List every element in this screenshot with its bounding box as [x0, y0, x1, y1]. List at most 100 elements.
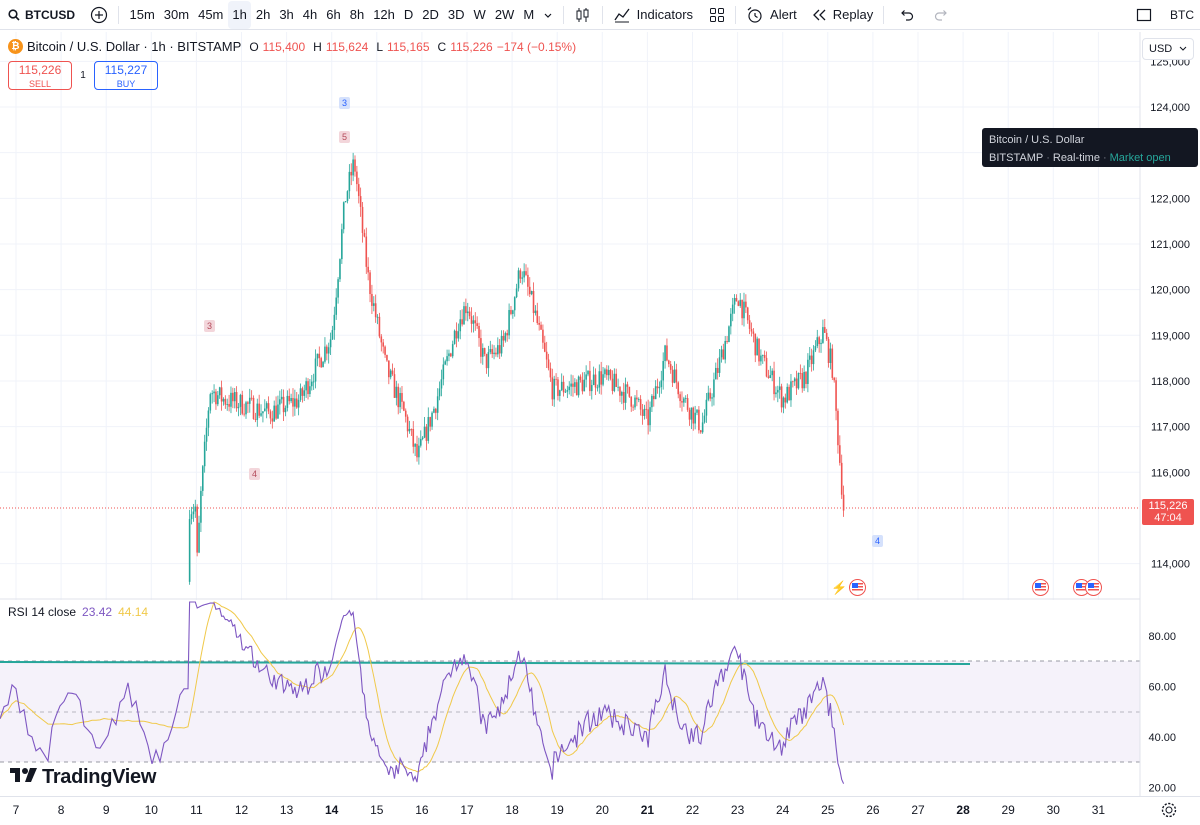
replay-button[interactable]: Replay	[807, 1, 877, 29]
redo-button[interactable]	[930, 1, 954, 29]
candle-body	[746, 307, 749, 321]
last-price-value: 115,226	[1148, 500, 1188, 512]
price-chart[interactable]: 125,000124,000123,000122,000121,000120,0…	[0, 32, 1200, 600]
interval-w-button[interactable]: W	[473, 7, 486, 22]
wave-marker[interactable]: 4	[872, 535, 883, 547]
close-label: C	[437, 39, 447, 54]
lightning-event-icon[interactable]: ⚡	[831, 580, 848, 595]
candle-body	[472, 320, 475, 324]
interval-dropdown-button[interactable]	[539, 1, 557, 29]
candle-body	[279, 399, 281, 405]
sell-button[interactable]: 115,226 SELL	[8, 61, 72, 90]
buy-button[interactable]: 115,227 BUY	[94, 61, 158, 90]
candle-body	[634, 397, 636, 408]
undo-button[interactable]	[894, 1, 918, 29]
us-flag-event-icon[interactable]	[1085, 579, 1102, 596]
candle-body	[299, 388, 302, 400]
candle-body	[748, 320, 751, 329]
candle-body	[476, 323, 478, 326]
time-tick-label: 8	[57, 803, 65, 817]
settings-button[interactable]	[1160, 801, 1178, 824]
candle-body	[716, 367, 719, 373]
candle-body	[530, 291, 533, 295]
symbol-search-button[interactable]: BTCUSD	[0, 1, 86, 29]
interval-m-button[interactable]: M	[523, 7, 535, 22]
horizontal-ray[interactable]	[0, 661, 971, 665]
interval-15m-button[interactable]: 15m	[129, 7, 155, 22]
candle-body	[797, 372, 800, 389]
currency-selector[interactable]: USD	[1142, 38, 1194, 60]
interval-1h-button[interactable]: 1h	[227, 0, 252, 29]
interval-2w-button[interactable]: 2W	[494, 7, 515, 22]
time-tick-label: 25	[821, 803, 835, 817]
time-tick-label: 11	[190, 803, 203, 817]
candle-body	[801, 373, 804, 389]
candle-body	[675, 369, 678, 383]
wave-marker[interactable]: 3	[204, 320, 215, 332]
time-axis[interactable]: 7 8 9 10 11 12 13 14 15 16 17 18 19 20 21 22 23 24 25 26 27 2…	[0, 796, 1200, 825]
candle-body	[696, 409, 698, 413]
interval-d-button[interactable]: D	[403, 7, 414, 22]
price-axis-label: 114,000	[1151, 559, 1190, 571]
us-flag-event-icon[interactable]	[849, 579, 866, 596]
candle-body	[297, 399, 300, 408]
candle-body	[404, 410, 407, 417]
alert-button[interactable]: Alert	[742, 1, 801, 29]
interval-45m-button[interactable]: 45m	[198, 7, 224, 22]
candles-icon	[574, 6, 592, 24]
candle-body	[574, 382, 576, 387]
interval-8h-button[interactable]: 8h	[349, 7, 365, 22]
interval-12h-button[interactable]: 12h	[373, 7, 395, 22]
candle-body	[624, 384, 627, 403]
candle-body	[337, 279, 339, 298]
chart-type-button[interactable]	[570, 1, 596, 29]
us-flag-event-icon[interactable]	[1032, 579, 1049, 596]
candle-body	[793, 378, 796, 382]
interval-3d-button[interactable]: 3D	[447, 7, 465, 22]
rsi-legend: RSI 14 close 23.42 44.14	[8, 605, 148, 619]
candle-body	[320, 358, 322, 368]
candle-body	[668, 360, 670, 365]
interval-2h-button[interactable]: 2h	[255, 7, 271, 22]
price-grid	[0, 32, 1140, 600]
interval-6h-button[interactable]: 6h	[326, 7, 341, 22]
candle-body	[820, 342, 822, 345]
candle-body	[842, 494, 845, 511]
wave-marker[interactable]: 4	[249, 468, 260, 480]
candles	[188, 152, 845, 585]
fullscreen-button[interactable]	[1132, 1, 1156, 29]
templates-button[interactable]	[705, 1, 729, 29]
candle-body	[322, 361, 324, 368]
candle-body	[290, 397, 292, 402]
candle-body	[534, 310, 537, 314]
high-value: 115,624	[325, 39, 369, 54]
interval-3h-button[interactable]: 3h	[279, 7, 294, 22]
add-symbol-button[interactable]	[86, 1, 112, 29]
wave-marker[interactable]: 3	[339, 97, 350, 109]
wave-marker[interactable]: 5	[339, 131, 350, 143]
candle-body	[540, 324, 542, 330]
interval-list: 15m 30m 45m 1h 2h 3h 4h 6h 8h 12h D 2D 3D W 2W M	[125, 0, 539, 29]
candle-body	[372, 303, 375, 306]
candle-body	[491, 349, 493, 355]
interval-2d-button[interactable]: 2D	[422, 7, 439, 22]
candle-body	[303, 390, 306, 396]
candle-body	[331, 330, 334, 340]
chart-legend: ₿ Bitcoin / U.S. Dollar · 1h · BITSTAMP …	[8, 39, 576, 54]
symbol-title[interactable]: Bitcoin / U.S. Dollar · 1h · BITSTAMP	[27, 39, 242, 54]
candle-body	[344, 201, 347, 203]
rsi-pane[interactable]: 80.00 60.00 40.00 20.00	[0, 600, 1200, 796]
indicators-button[interactable]: Indicators	[609, 1, 697, 29]
candle-body	[686, 398, 689, 410]
time-tick-label: 18	[505, 803, 519, 817]
candle-body	[493, 352, 495, 355]
rsi-label[interactable]: RSI 14 close	[8, 605, 77, 619]
candle-body	[478, 325, 480, 339]
compare-symbol-tab[interactable]: BTC	[1166, 1, 1200, 29]
time-tick-label: 12	[234, 803, 249, 817]
candle-body	[341, 229, 343, 260]
candle-body	[248, 397, 251, 404]
interval-30m-button[interactable]: 30m	[163, 7, 190, 22]
interval-4h-button[interactable]: 4h	[302, 7, 318, 22]
toolbar-divider	[883, 5, 885, 24]
